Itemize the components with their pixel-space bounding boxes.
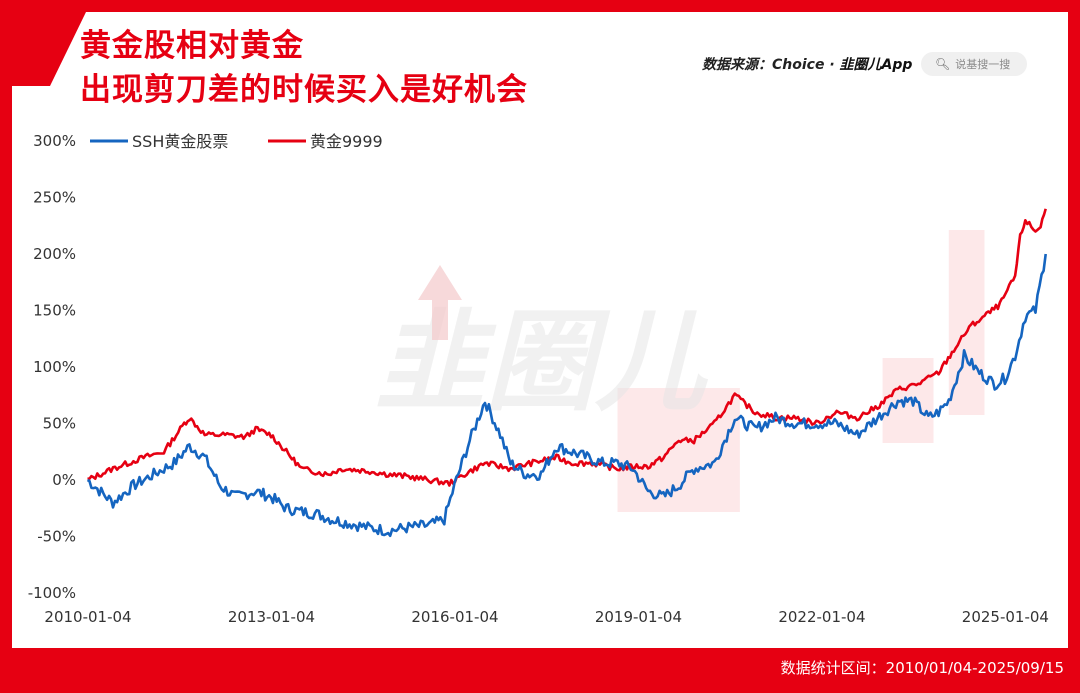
title-line-2: 出现剪刀差的时候买入是好机会 [80, 72, 528, 108]
legend-label: SSH黄金股票 [132, 132, 228, 151]
legend-label: 黄金9999 [310, 132, 383, 151]
series-lines [86, 208, 1047, 538]
source-label: 数据来源：Choice · [702, 57, 835, 73]
x-tick-label: 2010-01-04 [44, 608, 131, 626]
y-tick-label: 50% [43, 415, 76, 433]
x-tick-label: 2025-01-04 [962, 608, 1049, 626]
x-tick-label: 2022-01-04 [778, 608, 865, 626]
search-icon: 🔍︎ [935, 57, 951, 71]
watermark-arrow [418, 265, 462, 340]
y-tick-label: 250% [33, 189, 76, 207]
y-tick-label: -50% [37, 528, 76, 546]
search-placeholder: 说基搜一搜 [955, 58, 1011, 71]
watermark: 韭圈儿 [375, 298, 709, 426]
chart-card [12, 12, 1068, 648]
highlight-region [617, 388, 740, 512]
y-tick-label: 150% [33, 302, 76, 320]
legend: SSH黄金股票 黄金9999 [90, 132, 383, 151]
corner-triangle-decoration [12, 12, 86, 86]
series-line [86, 253, 1047, 538]
x-tick-label: 2013-01-04 [228, 608, 315, 626]
source-app-name: 韭圈儿App [839, 57, 913, 73]
y-tick-label: 200% [33, 245, 76, 263]
title-line-1: 黄金股相对黄金 [80, 28, 304, 64]
y-tick-label: 100% [33, 358, 76, 376]
series-line [87, 208, 1047, 487]
y-tick-label: 0% [52, 471, 76, 489]
data-source: 数据来源：Choice · 韭圈儿App [702, 54, 912, 74]
y-tick-label: -100% [28, 584, 76, 602]
x-tick-label: 2016-01-04 [411, 608, 498, 626]
x-axis: 2010-01-04 2013-01-04 2016-01-04 2019-01-04… [44, 608, 1049, 626]
y-tick-label: 300% [33, 132, 76, 150]
search-box[interactable]: 🔍︎ 说基搜一搜 [921, 52, 1027, 76]
x-tick-label: 2019-01-04 [595, 608, 682, 626]
page-title: 黄金股相对黄金 出现剪刀差的时候买入是好机会 [80, 24, 528, 112]
y-axis: 300% 250% 200% 150% 100% 50% 0% -50% -100% [28, 132, 76, 602]
date-range-footer: 数据统计区间：2010/01/04-2025/09/15 [780, 659, 1064, 677]
